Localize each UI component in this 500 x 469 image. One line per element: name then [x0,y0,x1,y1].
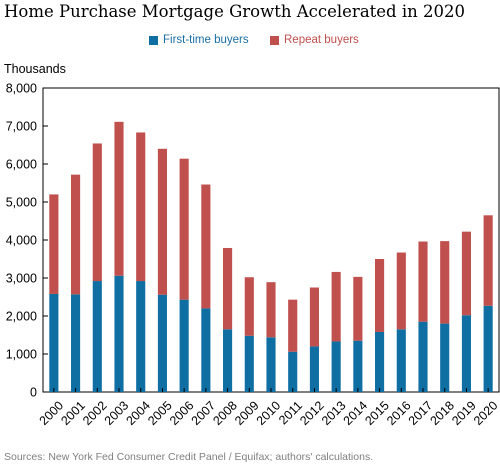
x-tick-label: 2007 [189,398,219,428]
x-tick-label: 2002 [80,398,110,428]
bar-first-time-buyers [266,337,276,392]
x-tick-label: 2014 [341,398,371,428]
legend-swatch-first-time [149,35,158,45]
bar-first-time-buyers [136,281,146,392]
bar-repeat-buyers [201,184,211,309]
x-tick-label: 2009 [232,398,262,428]
x-tick-label: 2015 [362,398,392,428]
bar-first-time-buyers [353,340,363,392]
x-tick-label: 2017 [406,398,436,428]
bar-repeat-buyers [375,259,385,332]
x-tick-label: 2018 [427,398,457,428]
bar-repeat-buyers [157,148,167,295]
y-tick-label: 7,000 [6,120,37,134]
legend-swatch-repeat [270,35,279,45]
bar-repeat-buyers [223,247,233,330]
bar-first-time-buyers [483,305,493,392]
bar-repeat-buyers [179,158,189,300]
bar-first-time-buyers [440,323,450,392]
bar-first-time-buyers [331,341,341,392]
bar-first-time-buyers [179,299,189,392]
bar-first-time-buyers [157,294,167,392]
x-tick-label: 2020 [471,398,500,428]
y-tick-label: 8,000 [6,82,37,96]
bar-repeat-buyers [136,132,146,282]
bar-first-time-buyers [114,275,124,392]
legend-label-repeat: Repeat buyers [284,34,359,46]
y-tick-label: 1,000 [6,348,37,362]
bar-first-time-buyers [309,346,319,392]
bar-first-time-buyers [244,335,254,392]
y-tick-label: 6,000 [6,158,37,172]
bar-repeat-buyers [244,277,254,336]
x-tick-label: 2016 [384,398,414,428]
legend-label-first-time: First-time buyers [163,34,249,46]
legend-item-first-time: First-time buyers [149,34,249,46]
bar-repeat-buyers [461,231,471,316]
x-tick-label: 2004 [123,398,153,428]
x-tick-label: 2012 [297,398,327,428]
y-axis-unit-label: Thousands [4,62,66,76]
x-tick-label: 2005 [145,398,175,428]
y-tick-label: 2,000 [6,310,37,324]
bar-first-time-buyers [201,308,211,392]
bar-first-time-buyers [288,351,298,392]
chart-legend: First-time buyers Repeat buyers [0,34,500,50]
x-tick-label: 2008 [210,398,240,428]
bar-repeat-buyers [331,271,341,342]
bar-first-time-buyers [92,281,102,392]
bar-repeat-buyers [288,299,298,352]
bar-first-time-buyers [396,329,406,392]
y-tick-label: 4,000 [6,234,37,248]
bar-first-time-buyers [461,315,471,392]
bar-repeat-buyers [418,241,428,322]
bar-repeat-buyers [92,143,102,282]
y-tick-label: 3,000 [6,272,37,286]
x-tick-label: 2003 [102,398,132,428]
x-tick-label: 2013 [319,398,349,428]
x-tick-label: 2010 [254,398,284,428]
bar-repeat-buyers [266,282,276,338]
x-tick-label: 2019 [449,398,479,428]
bar-repeat-buyers [71,174,81,295]
bar-first-time-buyers [418,321,428,392]
bar-repeat-buyers [309,287,319,347]
chart-title: Home Purchase Mortgage Growth Accelerate… [4,2,465,21]
bar-repeat-buyers [396,252,406,330]
legend-item-repeat: Repeat buyers [270,34,359,46]
y-tick-label: 0 [30,386,37,400]
bar-first-time-buyers [375,331,385,392]
bar-first-time-buyers [49,293,59,392]
bar-first-time-buyers [71,294,81,392]
bar-repeat-buyers [353,276,363,341]
y-tick-label: 5,000 [6,196,37,210]
source-note: Sources: New York Fed Consumer Credit Pa… [4,451,374,463]
bar-repeat-buyers [440,241,450,324]
bar-repeat-buyers [49,194,59,294]
x-tick-label: 2000 [37,398,67,428]
bar-first-time-buyers [223,329,233,392]
bar-repeat-buyers [114,121,124,276]
x-tick-label: 2006 [167,398,197,428]
x-tick-label: 2001 [58,398,88,428]
bar-repeat-buyers [483,215,493,306]
